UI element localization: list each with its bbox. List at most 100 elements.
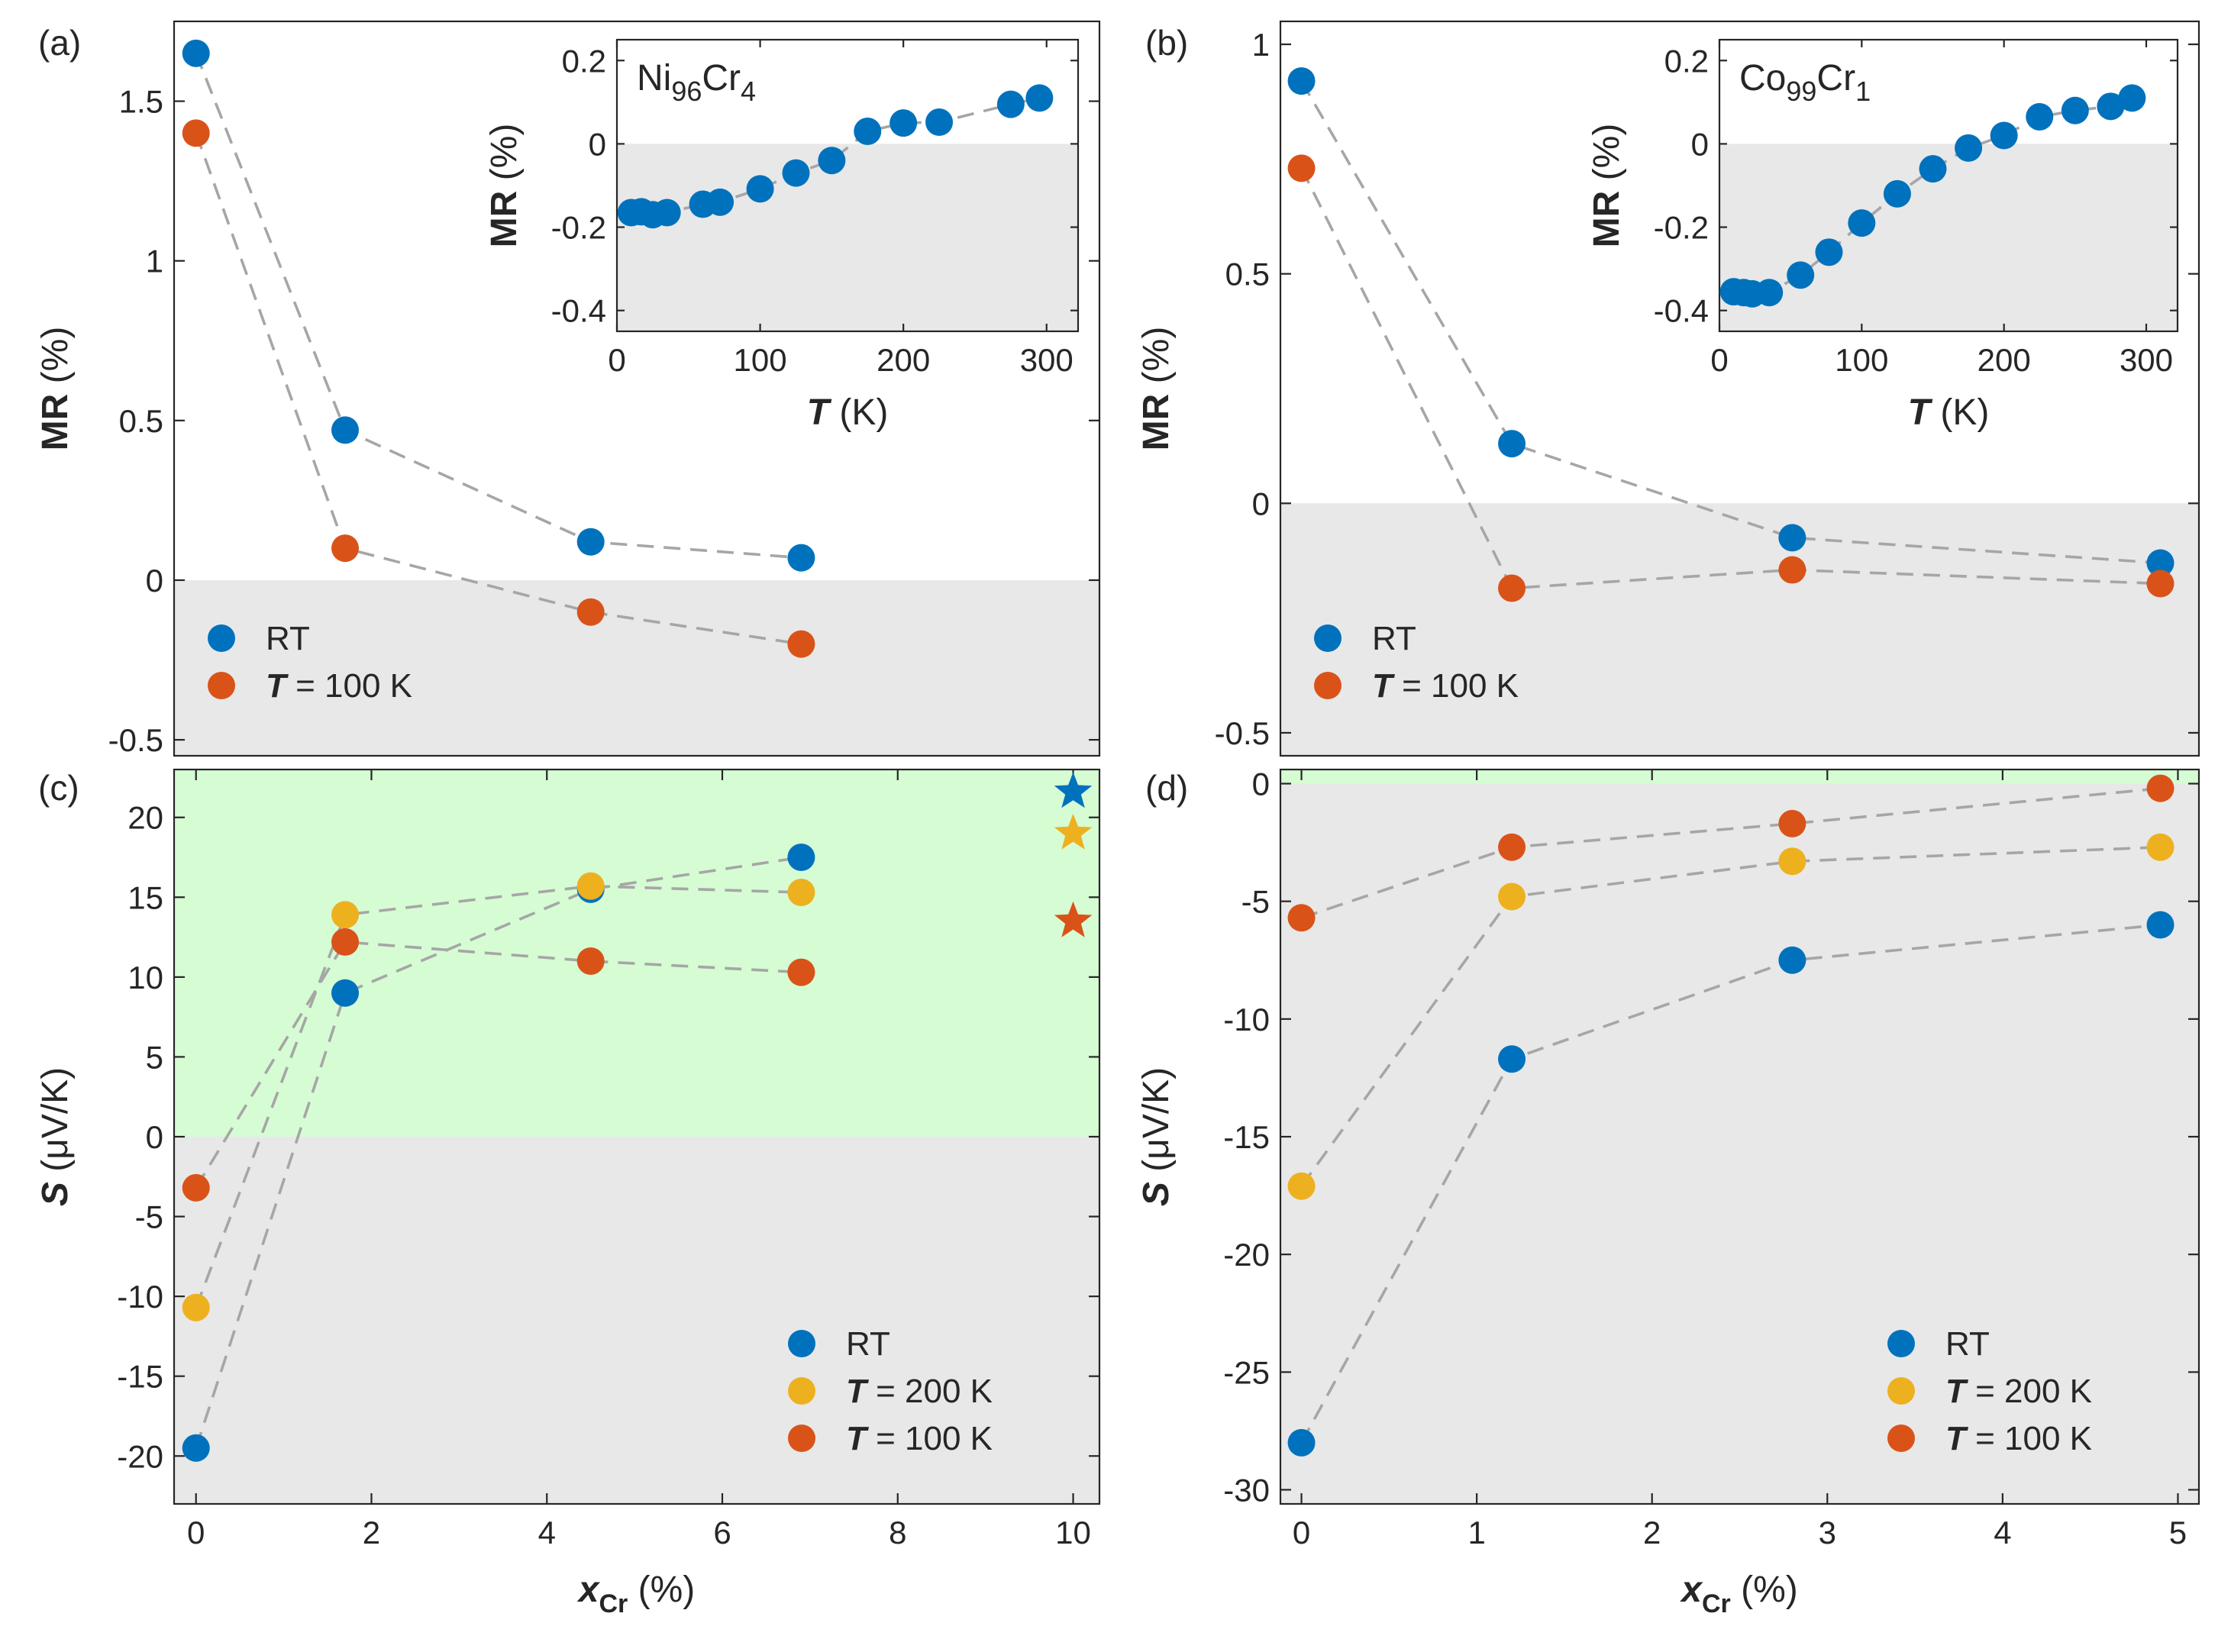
data-point-t-100-k [2146,569,2174,598]
inset-x-tick-label: 200 [877,342,930,378]
legend-marker-t-100-k [788,1425,815,1452]
inset-y-axis-label: MR (%) [1587,124,1627,248]
inset-data-point [818,147,846,175]
negative-region-shade [174,579,1099,756]
inset-y-tick-label: -0.4 [1654,293,1709,329]
x-tick-label: 0 [187,1515,205,1550]
data-point-rt [182,39,210,67]
data-point-rt [1778,946,1806,974]
y-tick-label: -25 [1223,1354,1270,1390]
data-point-t-200-k [331,901,360,929]
inset-negative-region-shade [1719,144,2178,331]
connector-line-t-200-k [195,884,802,1308]
panel-label: (a) [38,23,81,63]
x-axis-label: xCr (%) [1679,1570,1797,1618]
y-tick-label: 20 [128,800,163,836]
y-tick-label: 15 [128,879,163,915]
x-tick-label: 10 [1055,1515,1091,1550]
reference-star-t-100-k [1054,901,1093,937]
reference-star-t-200-k [1054,813,1093,850]
negative-region-shade [1280,783,2199,1504]
y-tick-label: -5 [1241,884,1270,920]
y-tick-label: 1.5 [119,84,163,120]
inset-data-point [706,188,735,216]
inset-data-point [1848,209,1876,237]
inset-data-point [653,198,681,227]
y-tick-label: 0 [146,1119,163,1155]
connector-line-rt [1300,80,2161,565]
y-axis-label: S (μV/K) [35,1067,76,1206]
connector-line-rt [1300,923,2161,1444]
negative-region-shade [1280,503,2199,756]
inset-negative-region-shade [617,144,1078,331]
legend: RT T = 100 K [208,620,412,705]
x-tick-label: 4 [538,1515,556,1550]
inset-y-tick-label: -0.2 [551,210,606,246]
x-tick-label: 3 [1819,1515,1836,1550]
inset-x-tick-label: 200 [1978,342,2031,378]
y-tick-label: -15 [1223,1119,1270,1155]
positive-region-shade [174,770,1099,1137]
inset-y-tick-label: -0.4 [551,293,606,329]
inset-x-axis-label: T (K) [1908,392,1990,433]
inset-data-point [854,118,882,146]
y-tick-label: -0.5 [1215,715,1270,751]
x-tick-label: 2 [363,1515,380,1550]
legend-label-rt: RT [846,1325,890,1363]
panel-d: -30 -25 -20 -15 -10 -5 0 0 1 2 3 4 5 (d) S (μV/K) xCr (… [1136,766,2200,1618]
legend: RT T = 200 K T = 100 K [788,1325,993,1457]
inset-data-point [2061,96,2089,124]
y-axis-label: S (μV/K) [1136,1067,1177,1206]
legend-marker-t-200-k [788,1377,815,1405]
data-point-t-100-k [1498,574,1526,602]
data-point-rt [787,844,815,872]
data-point-t-100-k [2146,774,2174,802]
inset-x-tick-label: 100 [734,342,787,378]
inset-data-point [782,159,810,187]
legend-marker-t-200-k [1887,1377,1915,1405]
data-point-rt [1287,67,1316,95]
data-point-t-100-k [1498,833,1526,861]
inset-chart: -0.4 -0.2 0 0.2 0 100 200 300 Ni96Cr4 MR (%) T (K) [484,38,1080,433]
data-point-rt [787,544,815,572]
connector-line-rt [195,53,802,560]
legend-label-t-100-k: T = 100 K [1372,667,1519,705]
y-tick-label: -20 [1223,1237,1270,1273]
inset-data-point [1990,121,2018,150]
y-tick-label: -5 [135,1199,163,1235]
x-tick-label: 2 [1643,1515,1661,1550]
inset-y-axis-label: MR (%) [484,124,525,248]
legend-label-t-100-k: T = 100 K [266,667,412,705]
y-tick-label: -0.5 [108,722,163,758]
data-point-t-100-k [1778,556,1806,584]
legend-marker-t-100-k [1887,1425,1915,1452]
x-tick-label: 0 [1293,1515,1310,1550]
data-point-t-200-k [576,872,605,900]
data-point-rt [1778,524,1806,552]
data-point-t-100-k [331,928,360,956]
inset-y-tick-label: 0 [1691,126,1709,162]
connector-line-t-100-k [195,132,802,646]
legend-marker-rt [788,1330,815,1357]
positive-region-shade [1280,770,2199,784]
data-point-t-100-k [182,119,210,147]
inset-axes-frame [1718,38,2179,333]
data-point-rt [331,416,360,444]
inset-x-tick-label: 300 [1020,342,1074,378]
x-axis-label: xCr (%) [576,1570,695,1618]
data-point-rt [1498,1045,1526,1073]
inset-x-axis-label: T (K) [807,392,889,433]
axes-frame [1279,20,2200,757]
inset-axes-frame [615,38,1080,333]
y-tick-label: 0.5 [1225,257,1270,292]
data-point-rt [1498,430,1526,458]
connector-line-t-100-k [195,941,802,1189]
legend-marker-t-100-k [1314,672,1342,699]
legend-label-t-100-k: T = 100 K [1945,1420,2092,1457]
data-point-t-200-k [787,879,815,907]
inset-x-tick-label: 0 [608,342,625,378]
legend-label-rt: RT [266,620,310,657]
inset-data-point [1815,238,1843,266]
reference-star-rt [1054,772,1093,808]
